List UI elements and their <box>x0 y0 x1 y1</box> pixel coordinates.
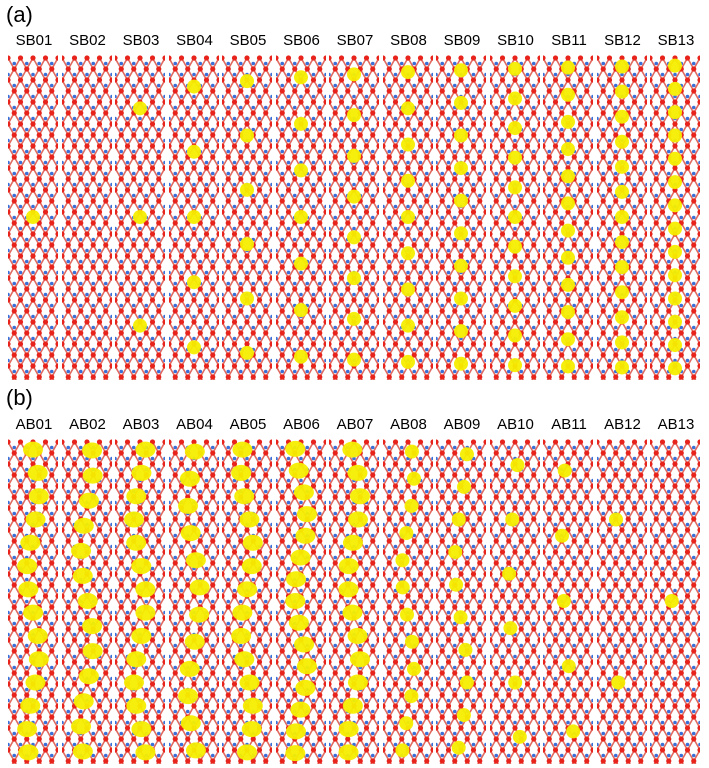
lattice <box>490 439 540 764</box>
strip-label: AB11 <box>539 416 599 433</box>
strip-structure-image <box>650 54 700 380</box>
strip-structure-image <box>543 54 593 380</box>
strip-structure-image <box>222 438 272 764</box>
strip-structure-image <box>329 438 379 764</box>
density-blobs <box>26 210 40 224</box>
strip-label: SB08 <box>379 32 439 49</box>
strip-label: AB03 <box>111 416 171 433</box>
lattice <box>169 439 219 764</box>
strip-structure-image <box>115 54 165 380</box>
strip-structure-image <box>62 438 112 764</box>
strip-structure-image <box>169 438 219 764</box>
lattice <box>597 439 647 764</box>
strip-label: SB11 <box>539 32 599 49</box>
lattice <box>329 55 379 380</box>
panel-b-label: (b) <box>6 385 33 411</box>
lattice <box>329 439 379 764</box>
strip-structure-image <box>490 438 540 764</box>
density-blobs <box>665 594 679 608</box>
strip-label: SB09 <box>432 32 492 49</box>
strip-label: AB05 <box>218 416 278 433</box>
lattice <box>8 439 58 764</box>
strip-structure-image <box>597 54 647 380</box>
strip-structure-image <box>329 54 379 380</box>
strip-label: SB01 <box>4 32 64 49</box>
strip-structure-image <box>8 438 58 764</box>
strip-structure-image <box>62 54 112 380</box>
strip-structure-image <box>543 438 593 764</box>
strip-label: AB04 <box>165 416 225 433</box>
strip-structure-image <box>276 54 326 380</box>
strip-label: SB07 <box>325 32 385 49</box>
strip-label: SB10 <box>486 32 546 49</box>
strip-label: AB02 <box>58 416 118 433</box>
strip-label: AB13 <box>646 416 706 433</box>
strip-label: SB13 <box>646 32 706 49</box>
strip-structure-image <box>650 438 700 764</box>
strip-structure-image <box>490 54 540 380</box>
lattice <box>115 439 165 764</box>
strip-label: AB08 <box>379 416 439 433</box>
lattice <box>62 55 112 380</box>
strip-structure-image <box>597 438 647 764</box>
strip-label: SB03 <box>111 32 171 49</box>
strip-structure-image <box>8 54 58 380</box>
strip-structure-image <box>276 438 326 764</box>
strip-label: AB12 <box>593 416 653 433</box>
strip-structure-image <box>436 438 486 764</box>
strip-label: AB10 <box>486 416 546 433</box>
strip-label: SB06 <box>272 32 332 49</box>
density-blobs <box>401 65 415 369</box>
strip-label: SB02 <box>58 32 118 49</box>
strip-label: AB06 <box>272 416 332 433</box>
strip-label: AB01 <box>4 416 64 433</box>
lattice <box>222 55 272 380</box>
strip-label: SB12 <box>593 32 653 49</box>
strip-structure-image <box>383 438 433 764</box>
strip-label: SB05 <box>218 32 278 49</box>
strip-label: SB04 <box>165 32 225 49</box>
lattice <box>383 439 433 764</box>
strip-structure-image <box>383 54 433 380</box>
panel-a-label: (a) <box>6 2 33 28</box>
strip-label: AB07 <box>325 416 385 433</box>
density-blobs <box>178 444 210 759</box>
strip-label: AB09 <box>432 416 492 433</box>
strip-structure-image <box>115 438 165 764</box>
lattice <box>222 439 272 764</box>
lattice <box>543 55 593 380</box>
strip-structure-image <box>169 54 219 380</box>
lattice <box>650 55 700 380</box>
strip-structure-image <box>222 54 272 380</box>
strip-structure-image <box>436 54 486 380</box>
